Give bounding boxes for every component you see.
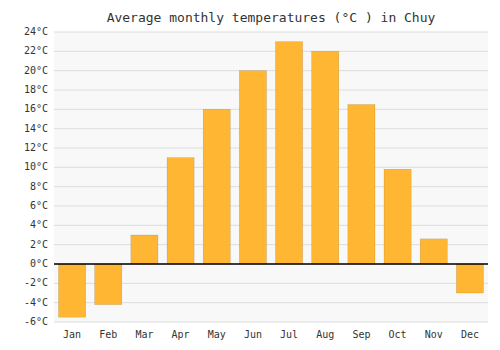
grid-line — [54, 70, 488, 71]
bar — [384, 169, 411, 264]
grid — [54, 32, 488, 322]
x-tick-label: Jun — [244, 329, 262, 340]
bar — [312, 51, 339, 264]
grid-line — [54, 90, 488, 91]
y-tick-label: -4°C — [24, 297, 48, 308]
zero-line — [54, 263, 488, 265]
x-tick-label: May — [208, 329, 226, 340]
bar — [203, 109, 230, 264]
bar — [131, 235, 158, 264]
grid-line — [54, 109, 488, 110]
x-tick-label: Feb — [99, 329, 117, 340]
x-tick-label: Jul — [280, 329, 298, 340]
grid-line — [54, 128, 488, 129]
y-tick-label: 20°C — [24, 65, 48, 76]
grid-line — [54, 51, 488, 52]
x-tick-label: Jan — [63, 329, 81, 340]
bar — [239, 71, 266, 264]
x-tick-label: Dec — [461, 329, 479, 340]
x-tick-label: Nov — [425, 329, 443, 340]
grid-line — [54, 32, 488, 33]
y-tick-label: 8°C — [30, 181, 48, 192]
grid-line — [54, 148, 488, 149]
bar — [348, 105, 375, 265]
grid-line — [54, 322, 488, 323]
y-tick-label: 18°C — [24, 84, 48, 95]
plot-background — [54, 32, 488, 322]
bar — [59, 264, 86, 317]
grid-line — [54, 264, 488, 265]
bar — [456, 264, 483, 293]
y-tick-label: 4°C — [30, 219, 48, 230]
grid-line — [54, 225, 488, 226]
x-tick-label: Sep — [352, 329, 370, 340]
x-tick-label: Oct — [389, 329, 407, 340]
x-tick-label: Mar — [135, 329, 153, 340]
y-tick-label: 6°C — [30, 200, 48, 211]
x-tick-label: Aug — [316, 329, 334, 340]
chart: -6°C -4°C -2°C 0°C 2°C 4°C 6°C 8°C 10°C 12°C 14°C 1… — [0, 0, 500, 350]
y-tick-label: 22°C — [24, 45, 48, 56]
y-tick-label: 14°C — [24, 123, 48, 134]
grid-line — [54, 186, 488, 187]
y-tick-label: 0°C — [30, 258, 48, 269]
grid-line — [54, 167, 488, 168]
grid-line — [54, 206, 488, 207]
y-tick-label: 12°C — [24, 142, 48, 153]
bar — [167, 158, 194, 264]
title: Average monthly temperatures (°C ) in Ch… — [107, 10, 436, 25]
bars — [59, 42, 484, 318]
y-tick-label: 24°C — [24, 26, 48, 37]
y-tick-label: 10°C — [24, 161, 48, 172]
y-tick-label: -6°C — [24, 316, 48, 327]
y-tick-label: -2°C — [24, 277, 48, 288]
bar — [420, 239, 447, 264]
y-tick-label: 16°C — [24, 103, 48, 114]
bar — [95, 264, 122, 305]
bar — [276, 42, 303, 264]
chart-container: -6°C -4°C -2°C 0°C 2°C 4°C 6°C 8°C 10°C 12°C 14°C 1… — [0, 0, 500, 350]
y-tick-label: 2°C — [30, 239, 48, 250]
x-tick-label: Apr — [172, 329, 190, 340]
